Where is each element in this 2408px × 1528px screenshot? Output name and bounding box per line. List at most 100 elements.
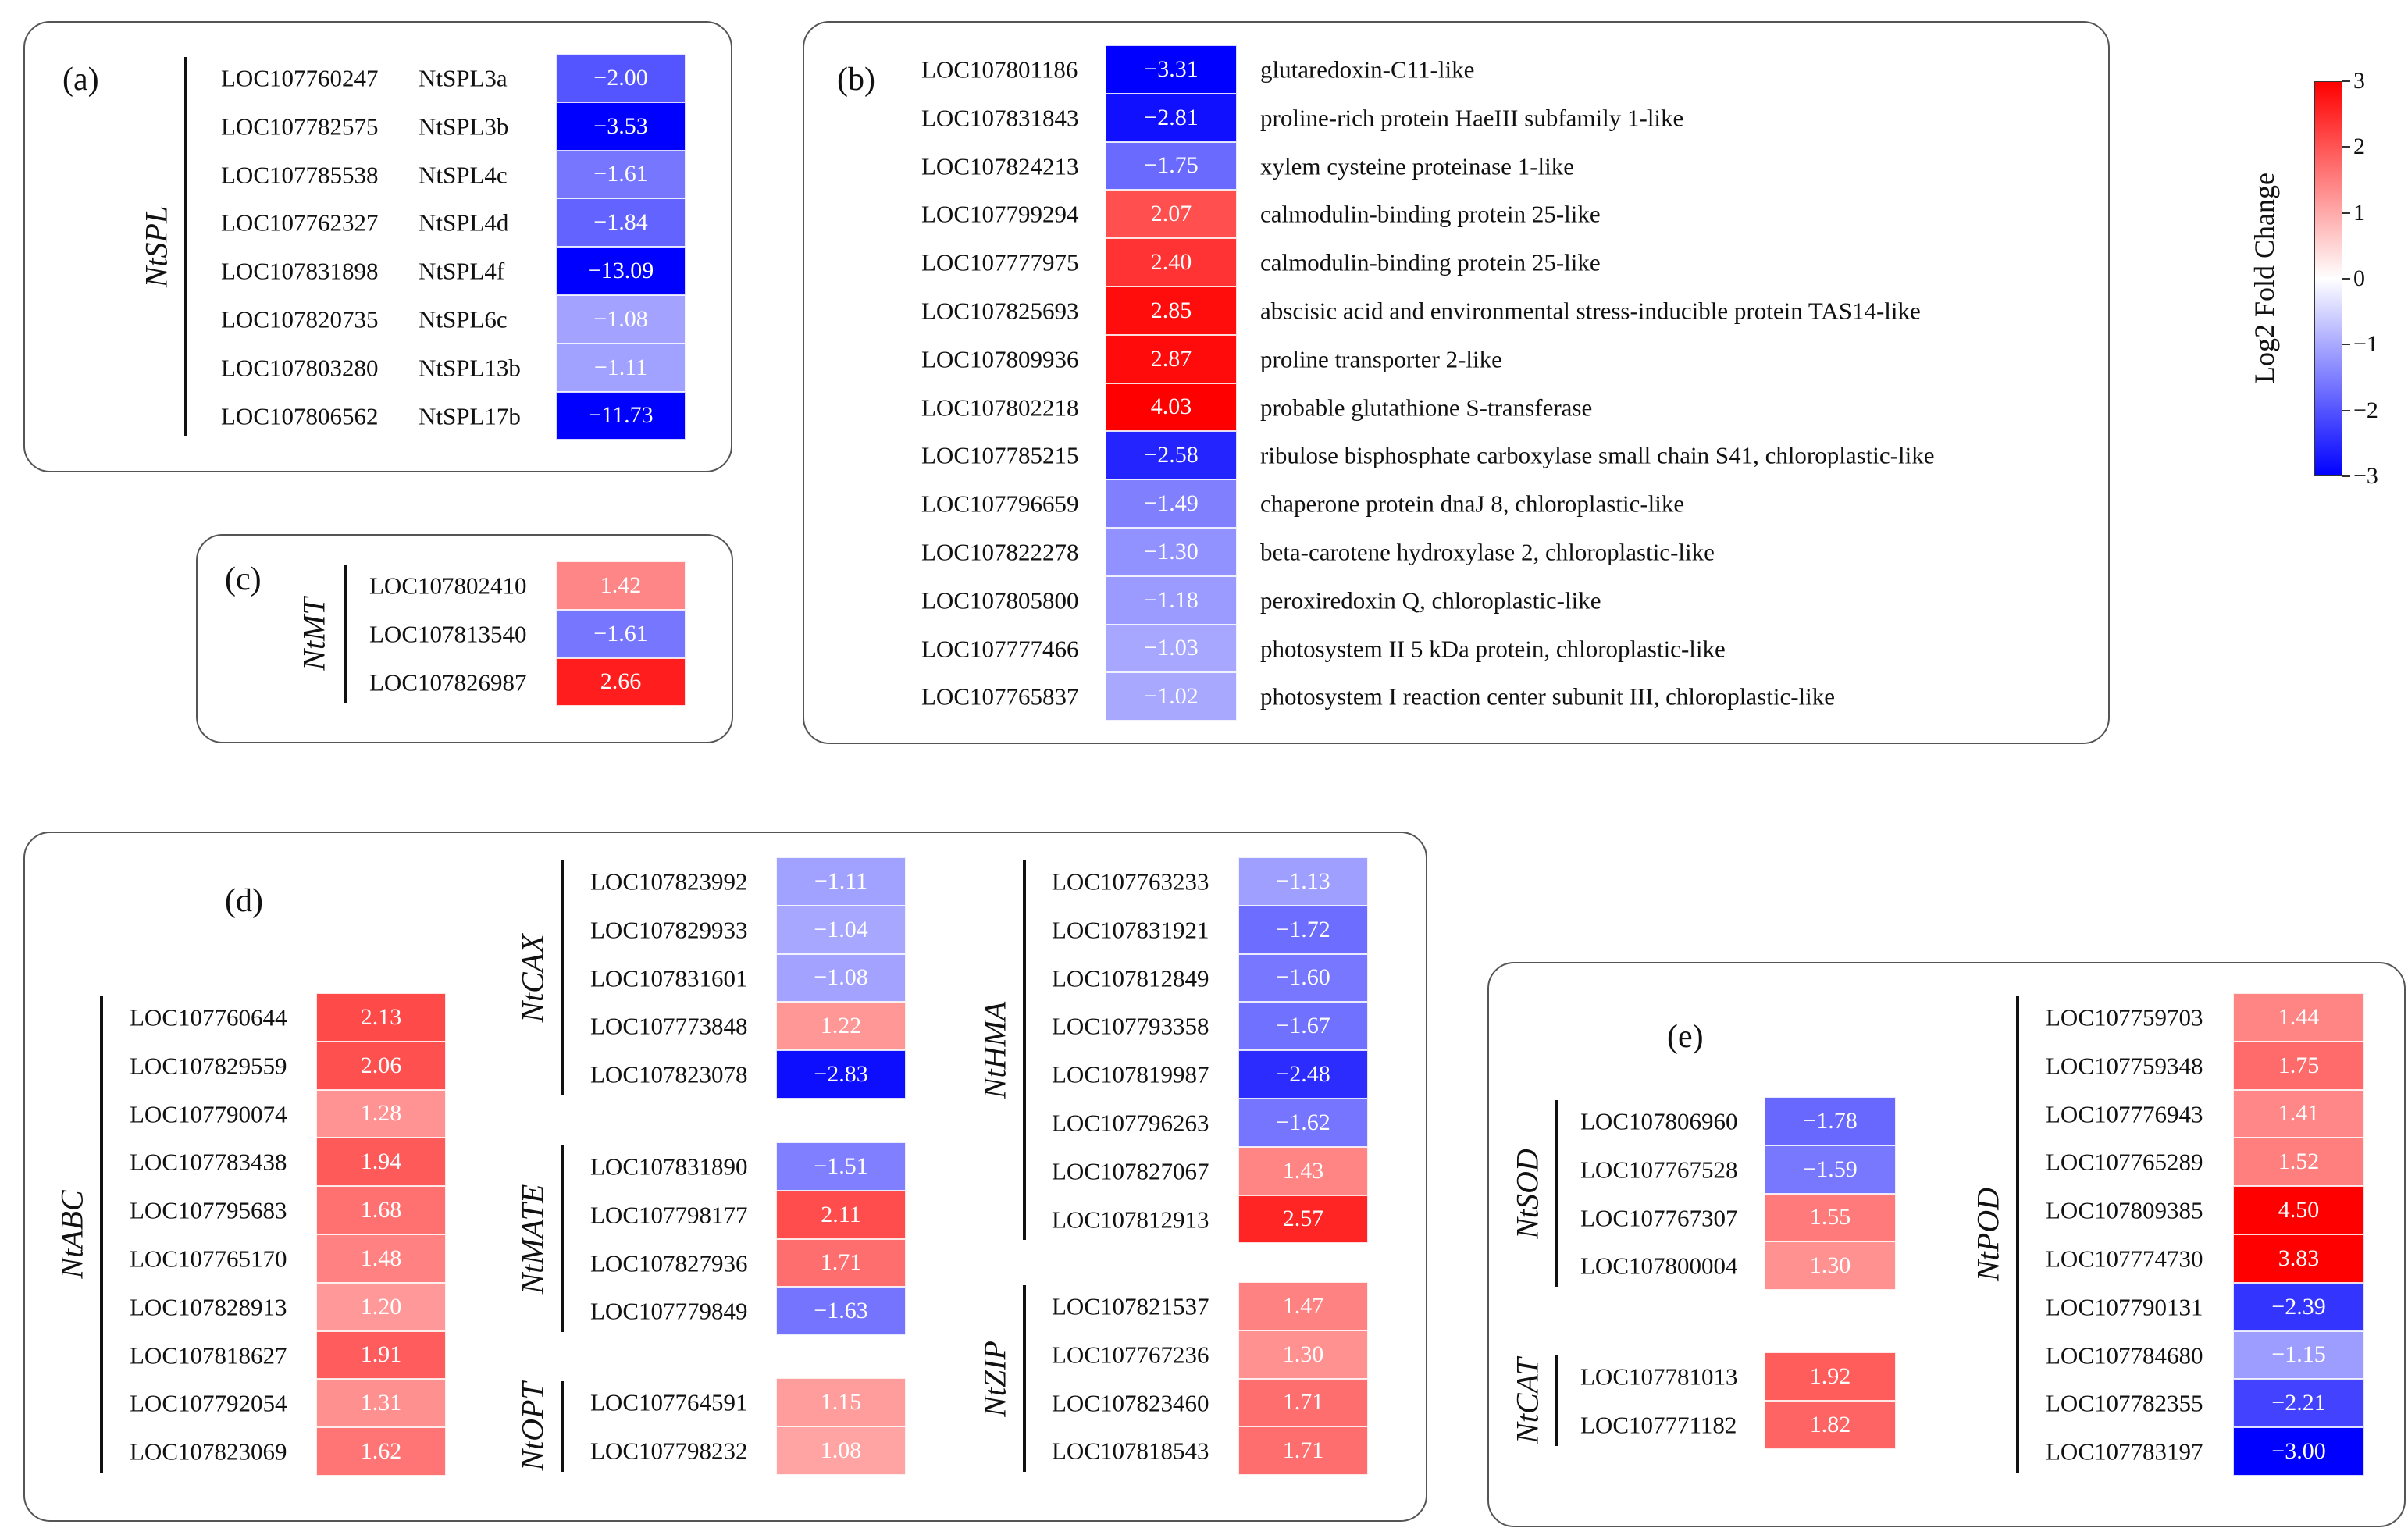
e-pod-cell: −2.39 (2233, 1282, 2364, 1331)
panel-a-label: (a) (62, 62, 99, 98)
colorbar-tick-mark (2342, 475, 2350, 477)
d-opt-cell: 1.15 (776, 1378, 906, 1426)
b-cell: 2.40 (1106, 238, 1237, 287)
e-sod-cell: 1.30 (1765, 1241, 1896, 1291)
panel-d-frame (23, 832, 1427, 1522)
b-cell: 4.03 (1106, 383, 1237, 432)
colorbar-tick-label: −1 (2353, 331, 2378, 358)
c-bracket (344, 565, 347, 703)
d-abc-gene-id: LOC107792054 (130, 1389, 287, 1417)
d-cax-gene-id: LOC107829933 (590, 916, 748, 944)
b-description: proline-rich protein HaeIII subfamily 1-… (1260, 104, 1684, 132)
e-pod-cell: −1.15 (2233, 1330, 2364, 1380)
colorbar-tick-mark (2342, 146, 2350, 148)
d-abc-gene-id: LOC107795683 (130, 1196, 287, 1224)
d-opt-cell: 1.08 (776, 1426, 906, 1475)
d-mate-group-label: NtMATE (515, 1184, 550, 1294)
d-zip-gene-id: LOC107823460 (1052, 1389, 1209, 1416)
b-gene-id: LOC107805800 (921, 586, 1079, 614)
d-abc-gene-id: LOC107765170 (130, 1245, 287, 1273)
d-opt-gene-id: LOC107798232 (590, 1437, 748, 1465)
e-sod-cell: −1.78 (1765, 1097, 1896, 1145)
d-opt-gene-id: LOC107764591 (590, 1388, 748, 1416)
d-mate-bracket (561, 1145, 564, 1333)
a-cell: −1.11 (556, 343, 686, 392)
e-sod-gene-id: LOC107806960 (1580, 1107, 1738, 1135)
b-gene-id: LOC107777975 (921, 248, 1079, 276)
d-abc-gene-id: LOC107828913 (130, 1293, 287, 1321)
colorbar-tick-label: −3 (2353, 463, 2378, 489)
d-mate-cell: −1.51 (776, 1142, 906, 1191)
e-cat-gene-id: LOC107781013 (1580, 1362, 1738, 1391)
colorbar-tick-label: 3 (2353, 68, 2365, 94)
a-cell: −3.53 (556, 102, 686, 151)
d-abc-cell: 1.20 (316, 1282, 446, 1331)
a-gene-name: NtSPL17b (419, 402, 521, 429)
b-gene-id: LOC107777466 (921, 635, 1079, 662)
e-pod-cell: 1.52 (2233, 1138, 2364, 1187)
b-cell: 2.87 (1106, 334, 1237, 383)
e-sod-gene-id: LOC107767307 (1580, 1204, 1738, 1231)
b-gene-id: LOC107824213 (921, 152, 1079, 180)
e-pod-group-label: NtPOD (1970, 1188, 2006, 1281)
b-description: calmodulin-binding protein 25-like (1260, 200, 1601, 228)
c-group-label: NtMT (296, 597, 332, 671)
d-mate-gene-id: LOC107798177 (590, 1201, 748, 1229)
a-cell: −13.09 (556, 247, 686, 295)
d-opt-bracket (561, 1381, 564, 1472)
b-gene-id: LOC107802218 (921, 394, 1079, 421)
d-cax-gene-id: LOC107831601 (590, 964, 748, 992)
d-abc-cell: 1.62 (316, 1427, 446, 1476)
panel-d-label: (d) (225, 883, 263, 919)
e-pod-gene-id: LOC107759348 (2046, 1052, 2203, 1080)
d-zip-cell: 1.47 (1238, 1282, 1368, 1330)
b-cell: −2.58 (1106, 431, 1237, 480)
b-cell: −1.75 (1106, 141, 1237, 191)
e-sod-cell: 1.55 (1765, 1193, 1896, 1242)
d-abc-gene-id: LOC107818627 (130, 1341, 287, 1369)
d-cax-cell: −1.11 (776, 857, 906, 906)
colorbar-tick-label: 1 (2353, 199, 2365, 226)
d-zip-cell: 1.71 (1238, 1378, 1368, 1427)
b-description: peroxiredoxin Q, chloroplastic-like (1260, 586, 1601, 614)
a-gene-id: LOC107785538 (221, 161, 379, 188)
a-cell: −1.84 (556, 198, 686, 248)
d-mate-cell: −1.63 (776, 1287, 906, 1336)
d-mate-cell: 2.11 (776, 1190, 906, 1239)
d-zip-gene-id: LOC107818543 (1052, 1437, 1209, 1465)
a-gene-name: NtSPL4c (419, 161, 508, 188)
d-zip-group-label: NtZIP (977, 1340, 1013, 1417)
d-hma-gene-id: LOC107796263 (1052, 1109, 1209, 1137)
a-cell: −1.61 (556, 150, 686, 199)
colorbar-gradient (2315, 82, 2342, 475)
b-cell: −1.49 (1106, 479, 1237, 528)
a-gene-id: LOC107782575 (221, 112, 379, 141)
e-pod-bracket (2016, 996, 2019, 1473)
panel-b-label: (b) (837, 62, 875, 98)
d-cax-cell: −1.08 (776, 953, 906, 1003)
d-hma-gene-id: LOC107812913 (1052, 1206, 1209, 1233)
e-pod-gene-id: LOC107809385 (2046, 1196, 2203, 1224)
a-gene-id: LOC107762327 (221, 208, 379, 237)
d-hma-cell: 2.57 (1238, 1195, 1368, 1244)
b-description: chaperone protein dnaJ 8, chloroplastic-… (1260, 490, 1685, 518)
a-gene-id: LOC107820735 (221, 305, 379, 333)
e-pod-gene-id: LOC107765289 (2046, 1148, 2203, 1176)
d-abc-cell: 2.13 (316, 993, 446, 1042)
d-cax-gene-id: LOC107773848 (590, 1012, 748, 1040)
b-description: ribulose bisphosphate carboxylase small … (1260, 441, 1935, 469)
b-gene-id: LOC107785215 (921, 441, 1079, 469)
colorbar-tick-mark (2342, 409, 2350, 411)
b-cell: −2.81 (1106, 93, 1237, 142)
b-gene-id: LOC107831843 (921, 104, 1079, 132)
d-hma-cell: −1.72 (1238, 905, 1368, 954)
d-zip-cell: 1.30 (1238, 1330, 1368, 1379)
colorbar-tick-label: −2 (2353, 397, 2378, 423)
d-hma-cell: −1.13 (1238, 857, 1368, 906)
c-gene-id: LOC107802410 (369, 572, 527, 600)
e-cat-cell: 1.92 (1765, 1352, 1896, 1401)
a-gene-name: NtSPL3b (419, 112, 509, 141)
a-gene-id: LOC107803280 (221, 354, 379, 382)
e-sod-gene-id: LOC107767528 (1580, 1156, 1738, 1184)
e-pod-cell: 3.83 (2233, 1234, 2364, 1283)
